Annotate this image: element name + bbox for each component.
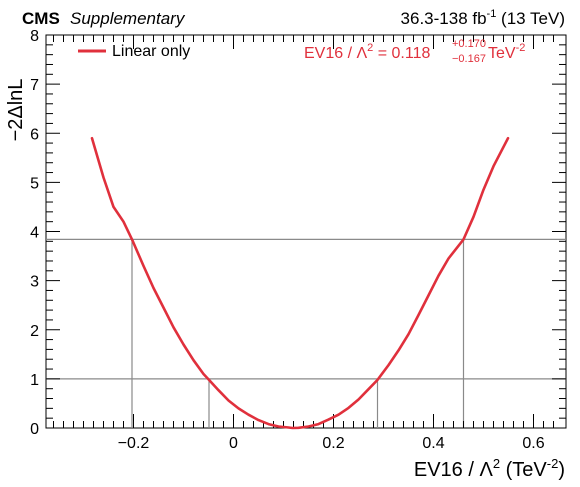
y-tick-label: 6 (30, 126, 39, 143)
supplementary-label: Supplementary (70, 9, 186, 28)
x-tick-label: −0.2 (118, 435, 150, 452)
best-fit-uncertainty-down: −0.167 (452, 53, 486, 65)
likelihood-curve-group (90, 136, 510, 430)
x-tick-label: 0.2 (322, 435, 344, 452)
x-tick-label: 0 (229, 435, 238, 452)
plot-frame (45, 34, 567, 429)
y-tick-label: 5 (30, 175, 39, 192)
y-axis-title: −2ΔlnL (5, 79, 27, 142)
experiment-label: CMS (22, 9, 60, 28)
luminosity-label: 36.3-138 fb-1 (13 TeV) (401, 8, 565, 28)
likelihood-curve-0 (90, 136, 510, 430)
legend-label: Linear only (112, 43, 190, 60)
y-tick-label: 0 (30, 421, 39, 438)
best-fit-uncertainty-up: +0.170 (452, 38, 486, 50)
x-axis-title: EV16 / Λ2 (TeV-2) (414, 456, 565, 481)
y-tick-label: 3 (30, 274, 39, 291)
tick-labels: 0 1 2 3 4 5 6 7 8 −0.2 0 0.2 0.4 0.6 (30, 28, 545, 452)
y-tick-label: 1 (30, 372, 39, 389)
axis-ticks (46, 34, 566, 429)
y-tick-label: 4 (30, 225, 39, 242)
x-tick-label: 0.4 (422, 435, 444, 452)
y-tick-label: 8 (30, 28, 39, 45)
x-tick-label: 0.6 (522, 435, 544, 452)
best-fit-result: EV16 / Λ2 = 0.118 (304, 42, 430, 62)
y-tick-label: 7 (30, 77, 39, 94)
threshold-lines (46, 238, 566, 428)
y-tick-label: 2 (30, 323, 39, 340)
best-fit-unit: TeV-2 (488, 42, 525, 62)
